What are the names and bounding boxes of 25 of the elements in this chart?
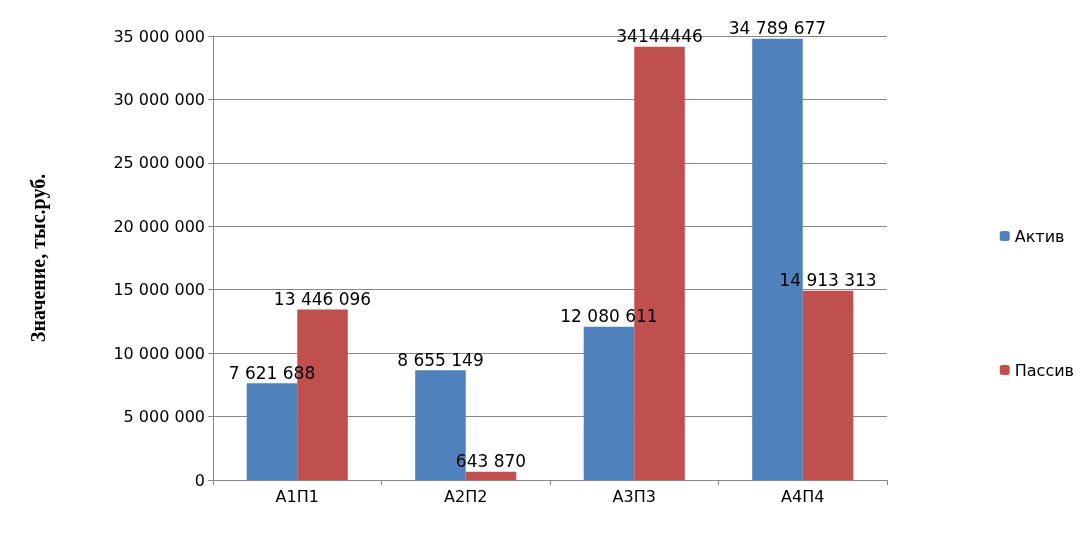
bar — [583, 326, 635, 480]
bar — [246, 383, 298, 480]
data-label: 14 913 313 — [779, 270, 877, 291]
y-tick-label: 30 000 000 — [113, 89, 205, 109]
data-label: 34 789 677 — [728, 18, 827, 39]
data-label: 8 655 149 — [397, 349, 484, 370]
y-tick-label: 20 000 000 — [113, 216, 205, 236]
y-axis-title: Значение, тыс.руб. — [27, 173, 50, 343]
y-tick-label: 35 000 000 — [113, 26, 205, 46]
x-tick-label: А4П4 — [781, 486, 825, 506]
y-tick-label: 10 000 000 — [113, 343, 205, 363]
legend-label: Актив — [1014, 226, 1065, 246]
bar — [752, 38, 803, 480]
y-tick-label: 15 000 000 — [113, 280, 205, 300]
data-label: 34144446 — [616, 26, 703, 47]
bar — [465, 471, 517, 480]
y-tick-label: 25 000 000 — [113, 153, 205, 173]
data-label: 13 446 096 — [273, 288, 372, 309]
y-tick-label: 0 — [194, 470, 205, 490]
x-tick-label: А1П1 — [275, 486, 319, 506]
y-tick-label: 5 000 000 — [123, 407, 205, 427]
x-tick-label: А2П2 — [444, 486, 488, 506]
bar — [802, 290, 854, 480]
x-tick-label: А3П3 — [612, 486, 656, 506]
legend-label: Пассив — [1014, 360, 1075, 380]
